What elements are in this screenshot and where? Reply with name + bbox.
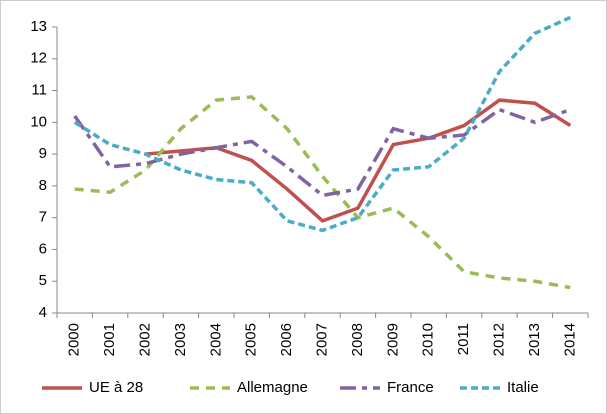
- x-tick-label: 2004: [207, 323, 224, 356]
- legend-label: UE à 28: [89, 379, 143, 396]
- x-tick-label: 2011: [455, 323, 472, 355]
- x-tick-label: 2010: [420, 323, 437, 356]
- y-tick-label: 6: [39, 240, 47, 257]
- y-tick-label: 12: [30, 50, 47, 67]
- x-tick-label: 2002: [136, 323, 153, 356]
- x-tick-label: 2012: [490, 323, 507, 356]
- x-tick-label: 2001: [101, 323, 118, 356]
- x-tick-label: 2013: [526, 323, 543, 356]
- x-tick-label: 2000: [66, 323, 83, 356]
- y-tick-label: 7: [39, 209, 47, 226]
- y-tick-label: 11: [31, 82, 47, 99]
- x-tick-label: 2009: [384, 323, 401, 356]
- x-tick-label: 2014: [561, 323, 578, 356]
- legend-label: France: [387, 379, 434, 396]
- y-tick-label: 9: [39, 145, 47, 162]
- x-tick-label: 2005: [243, 323, 260, 356]
- series-line: [74, 95, 571, 290]
- x-tick-label: 2003: [172, 323, 189, 356]
- legend-label: Italie: [507, 379, 539, 396]
- y-tick-label: 13: [30, 18, 47, 35]
- y-tick-label: 4: [39, 304, 47, 321]
- plot-area: [73, 15, 572, 290]
- y-tick-label: 5: [39, 272, 47, 289]
- x-tick-label: 2006: [278, 323, 295, 356]
- y-tick-label: 8: [39, 177, 47, 194]
- x-tick-label: 2008: [349, 323, 366, 356]
- legend-label: Allemagne: [237, 379, 308, 396]
- x-tick-label: 2007: [313, 323, 330, 356]
- y-tick-label: 10: [30, 113, 47, 130]
- series-line: [73, 15, 572, 233]
